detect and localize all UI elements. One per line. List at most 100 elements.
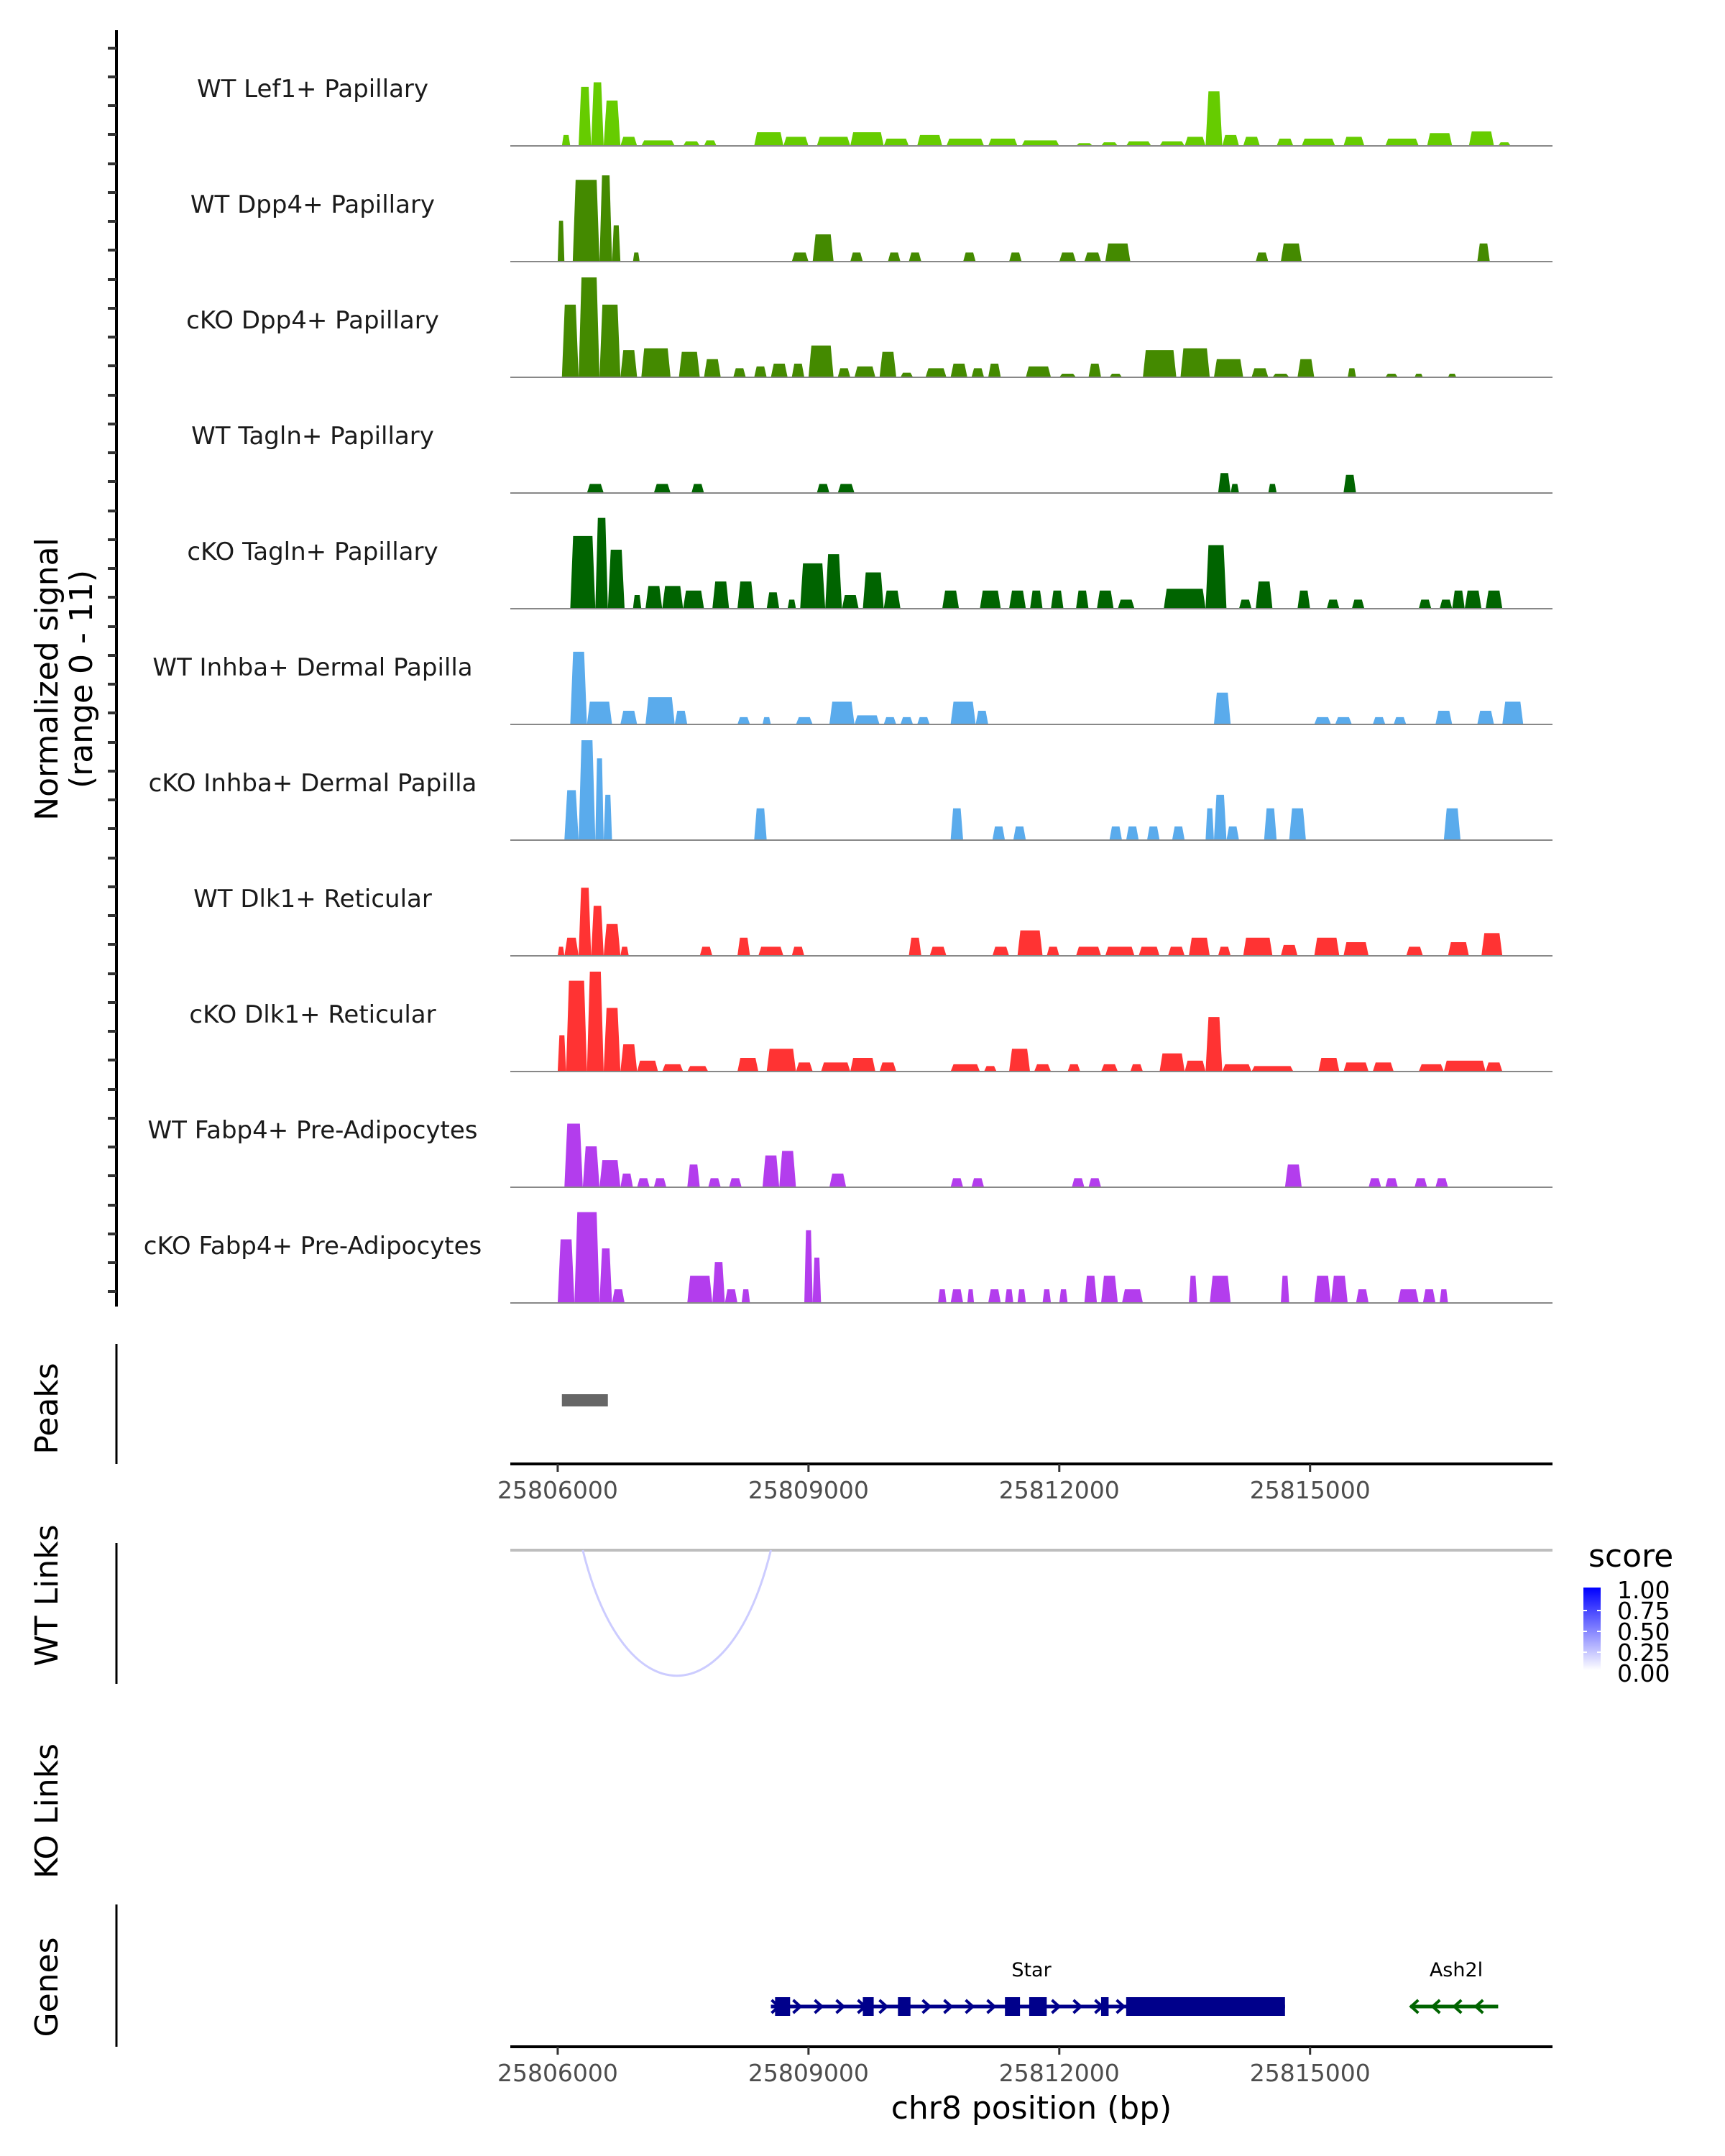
signal-peak [1439,599,1453,609]
signal-peak [1243,137,1260,146]
signal-peak [579,740,596,840]
coverage-track: WT Tagln+ Papillary [191,422,1552,494]
x-axis-title: chr8 position (bp) [891,2090,1172,2127]
signal-peak [1159,1053,1185,1072]
signal-peak [942,590,960,609]
signal-peak [929,946,947,956]
signal-peak [1059,252,1077,262]
signal-peak [950,701,976,724]
signal-peak [967,1289,975,1303]
signal-peak [683,141,700,146]
gene-model: Star [770,1959,1285,2016]
signal-peak [1256,252,1269,262]
strand-arrow [835,1999,846,2014]
signal-peak [1218,946,1231,956]
strand-arrow [792,1999,803,2014]
coverage-y-axis-ticks [108,47,116,1293]
strand-arrow [965,1999,975,2014]
gene-model: Ash2l [1409,1959,1499,2014]
signal-peak [1443,1060,1486,1072]
signal-peak [754,808,767,840]
signal-peak [1013,826,1026,840]
signal-peak [791,364,805,377]
signal-peak [1100,1064,1118,1072]
signal-peak [1372,1062,1394,1072]
signal-peak [1059,373,1077,377]
signal-peak [1414,373,1423,377]
signal-peak [733,368,746,377]
gene-exon [862,1997,874,2016]
track-label: WT Dpp4+ Papillary [190,190,435,219]
signal-peak [1059,1289,1068,1303]
signal-peak [796,717,813,724]
signal-peak [821,1062,851,1072]
signal-peak [837,368,851,377]
signal-peak [829,701,855,724]
signal-peak [729,1178,742,1187]
signal-peak [737,937,750,956]
signal-peak [1226,826,1239,840]
strand-arrow [943,1999,954,2014]
signal-peak [557,1239,575,1303]
signal-peak [1205,91,1223,146]
signal-peak [1130,1064,1144,1072]
signal-peak [662,586,684,609]
strand-arrow [1116,1999,1126,2014]
coverage-track: WT Dlk1+ Reticular [193,885,1552,957]
strand-arrow [1452,1999,1463,2014]
signal-peak [724,1289,738,1303]
gene-exon [1100,1997,1109,2016]
signal-peak [766,1049,796,1072]
signal-peak [1109,373,1123,377]
signal-peak [879,351,896,377]
signal-peak [561,134,571,146]
signal-peak [770,364,788,377]
signal-peak [653,1178,667,1187]
signal-peak [1351,599,1365,609]
signal-peak [1184,137,1206,146]
signal-peak [599,304,621,377]
signal-peak [603,1008,621,1072]
strand-arrow [1051,1999,1062,2014]
signal-peak [645,697,675,724]
x-axis-tick-label: 25809000 [748,1476,869,1504]
x-axis-tick-label: 25809000 [748,2059,869,2087]
score-legend-tick-label: 0.00 [1617,1659,1670,1687]
signal-peak [1088,364,1101,377]
signal-peak [1477,243,1490,262]
signal-peak [1042,1289,1052,1303]
signal-peak [620,1044,638,1072]
signal-peak [988,364,1001,377]
peak-region [561,1394,608,1406]
signal-peak [1356,1289,1369,1303]
signal-peak [883,717,896,724]
signal-peak [1414,1178,1427,1187]
signal-peak [938,1289,947,1303]
signal-peak [854,715,880,724]
signal-peak [791,946,805,956]
signal-peak [1418,1064,1444,1072]
strand-arrow [986,1999,997,2014]
signal-peak [1017,930,1043,956]
strand-arrow [1430,1999,1441,2014]
signal-peak [1030,590,1043,609]
signal-peak [1243,937,1273,956]
signal-peak [950,364,967,377]
signal-peak [662,1064,684,1072]
signal-peak [762,717,771,724]
signal-peak [883,138,909,146]
signal-peak [1343,137,1365,146]
signal-peak [842,595,859,609]
signal-peak [1138,946,1160,956]
signal-peak [612,1289,625,1303]
signal-peak [1164,589,1206,609]
signal-peak [1005,1289,1013,1303]
signal-peak [1159,141,1185,146]
gene-exon [1005,1997,1021,2016]
signal-peak [687,1276,713,1303]
signal-peak [579,888,592,956]
signal-peak [1034,1064,1052,1072]
signal-peak [796,1062,813,1072]
signal-peak [691,484,704,493]
gene-models: Star Ash2l [770,1959,1499,2016]
